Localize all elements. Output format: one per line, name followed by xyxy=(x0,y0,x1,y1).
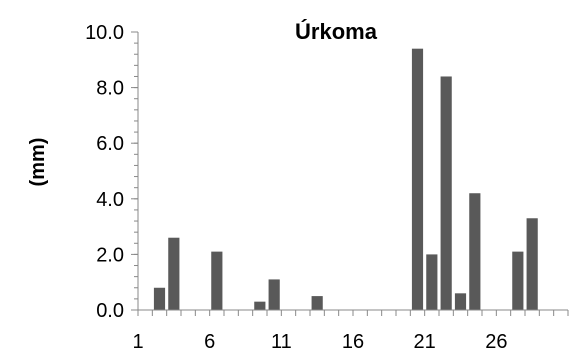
y-tick-label: 2.0 xyxy=(96,244,124,266)
bar xyxy=(211,251,223,310)
bar xyxy=(440,76,452,310)
x-tick-label: 26 xyxy=(485,331,507,353)
bar xyxy=(254,301,266,310)
bar xyxy=(426,254,438,310)
x-axis: 1 6 11 16 21 26 xyxy=(132,310,569,353)
bar xyxy=(526,218,538,310)
chart-title: Úrkoma xyxy=(295,19,378,44)
y-tick-label: 10.0 xyxy=(85,22,124,44)
y-axis: 0.0 2.0 4.0 6.0 8.0 10.0 xyxy=(85,22,138,322)
y-tick-label: 4.0 xyxy=(96,189,124,211)
bar-series xyxy=(153,48,538,311)
bar xyxy=(153,287,166,310)
bar xyxy=(469,193,481,310)
x-tick-label: 1 xyxy=(132,331,143,353)
bar xyxy=(311,296,323,310)
y-tick-label: 0.0 xyxy=(96,300,124,322)
bar xyxy=(168,237,180,310)
x-tick-label: 21 xyxy=(414,331,436,353)
y-axis-label: (mm) xyxy=(27,138,49,187)
x-tick-label: 11 xyxy=(271,331,292,353)
y-tick-label: 8.0 xyxy=(96,78,124,100)
x-tick-label: 16 xyxy=(342,331,364,353)
bar xyxy=(268,279,280,310)
bar xyxy=(411,48,424,311)
bar xyxy=(512,251,524,310)
x-tick-label: 6 xyxy=(204,331,215,353)
y-tick-label: 6.0 xyxy=(96,133,124,155)
bar xyxy=(454,293,467,310)
